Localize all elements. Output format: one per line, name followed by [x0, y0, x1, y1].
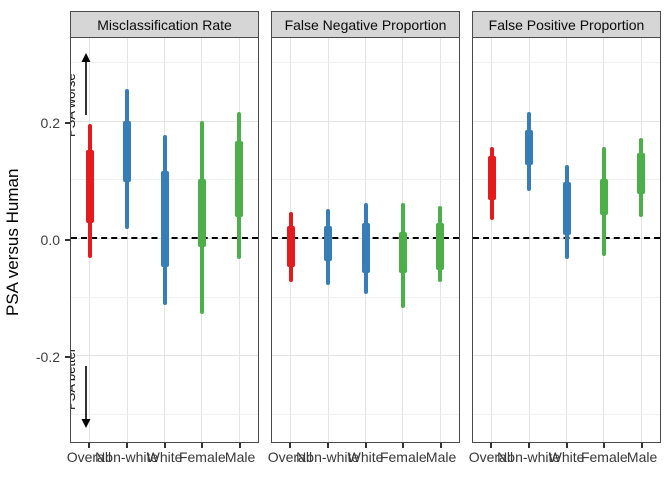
x-tick-label: Female	[580, 449, 628, 465]
inner-interval-bar	[160, 170, 169, 268]
psa-better-label: PSA better	[70, 347, 78, 411]
inner-interval-bar	[123, 120, 132, 183]
gridline-major	[71, 120, 258, 122]
facet-title: False Positive Proportion	[488, 16, 645, 33]
facet-title: False Negative Proportion	[284, 16, 447, 33]
x-tick-mark	[527, 443, 530, 448]
x-tick-label: Overall	[468, 449, 514, 465]
gridline-minor	[473, 62, 660, 64]
y-tick-mark	[65, 356, 70, 359]
y-tick-label: 0.0	[40, 232, 60, 248]
facet: False Negative Proportion Overall Non-whit…	[267, 11, 460, 477]
gridline-major	[473, 355, 660, 357]
inner-interval-bar	[85, 150, 94, 224]
x-tick-label: Non-white	[296, 449, 360, 465]
psa-better-arrow-icon	[81, 366, 91, 428]
x-tick-label: Male	[626, 449, 658, 465]
inner-interval-bar	[599, 179, 608, 215]
inner-interval-bar	[487, 155, 496, 200]
x-tick-label: Male	[224, 449, 256, 465]
x-tick-mark	[201, 443, 204, 448]
x-tick-mark	[288, 443, 291, 448]
y-tick-label: 0.2	[40, 114, 60, 131]
gridline-minor	[272, 413, 459, 415]
x-tick-mark	[239, 443, 242, 448]
inner-interval-bar	[286, 226, 295, 268]
inner-interval-bar	[637, 153, 646, 195]
x-tick-label: Female	[178, 449, 226, 465]
facet-title: Misclassification Rate	[97, 16, 232, 33]
x-tick-mark	[641, 443, 644, 448]
x-axis: Overall Non-white White Female Male	[468, 443, 661, 477]
psa-worse-label: PSA worse	[70, 73, 78, 137]
inner-interval-bar	[361, 223, 370, 274]
gridline-vertical	[640, 38, 642, 442]
x-tick-mark	[489, 443, 492, 448]
facet-strip: False Negative Proportion	[271, 11, 460, 38]
facet-plot-area	[472, 38, 661, 443]
x-tick-label: Male	[425, 449, 457, 465]
x-tick-label: Female	[379, 449, 427, 465]
gridline-minor	[71, 413, 258, 415]
gridline-minor	[71, 62, 258, 64]
y-tick-mark	[65, 239, 70, 241]
inner-interval-bar	[324, 226, 333, 262]
x-tick-label: Overall	[66, 449, 112, 465]
inner-interval-bar	[525, 129, 534, 165]
facet-plot-area	[271, 38, 460, 443]
inner-interval-bar	[235, 141, 244, 218]
inner-interval-bar	[562, 182, 571, 236]
x-axis: Overall Non-white White Female Male	[267, 443, 460, 477]
x-tick-mark	[163, 443, 166, 448]
x-tick-mark	[364, 443, 367, 448]
facet-strip: False Positive Proportion	[472, 11, 661, 38]
gridline-major	[473, 120, 660, 122]
inner-interval-bar	[197, 179, 206, 247]
psa-worse-arrow-icon	[81, 53, 91, 115]
gridline-minor	[272, 179, 459, 181]
x-tick-mark	[87, 443, 90, 448]
inner-interval-bar	[398, 232, 407, 274]
inner-interval-bar	[436, 223, 445, 271]
x-tick-mark	[402, 443, 405, 448]
gridline-minor	[473, 413, 660, 415]
y-tick-mark	[65, 121, 70, 124]
x-tick-mark	[125, 443, 128, 448]
gridline-vertical	[126, 38, 128, 442]
gridline-major	[272, 120, 459, 122]
facet-strip: Misclassification Rate	[70, 11, 259, 38]
gridline-vertical	[528, 38, 530, 442]
x-tick-label: White	[146, 449, 183, 465]
gridline-minor	[272, 296, 459, 298]
facet: False Positive Proportion Overall Non-whit…	[468, 11, 661, 477]
x-tick-mark	[603, 443, 606, 448]
x-tick-mark	[440, 443, 443, 448]
gridline-vertical	[491, 38, 493, 442]
gridline-minor	[473, 296, 660, 298]
x-tick-mark	[565, 443, 568, 448]
x-tick-label: White	[548, 449, 585, 465]
x-axis: Overall Non-white White Female Male	[66, 443, 259, 477]
x-tick-label: Non-white	[497, 449, 561, 465]
facet-plot-area: PSA worse PSA better	[70, 38, 259, 443]
facet: Misclassification Rate PSA worse PSA bette…	[66, 11, 259, 477]
x-tick-label: Overall	[267, 449, 313, 465]
x-tick-mark	[326, 443, 329, 448]
x-tick-label: White	[347, 449, 384, 465]
gridline-major	[272, 355, 459, 357]
y-tick-label: -0.2	[35, 349, 60, 366]
x-tick-label: Non-white	[95, 449, 159, 465]
gridline-minor	[272, 62, 459, 64]
gridline-major	[71, 355, 258, 357]
